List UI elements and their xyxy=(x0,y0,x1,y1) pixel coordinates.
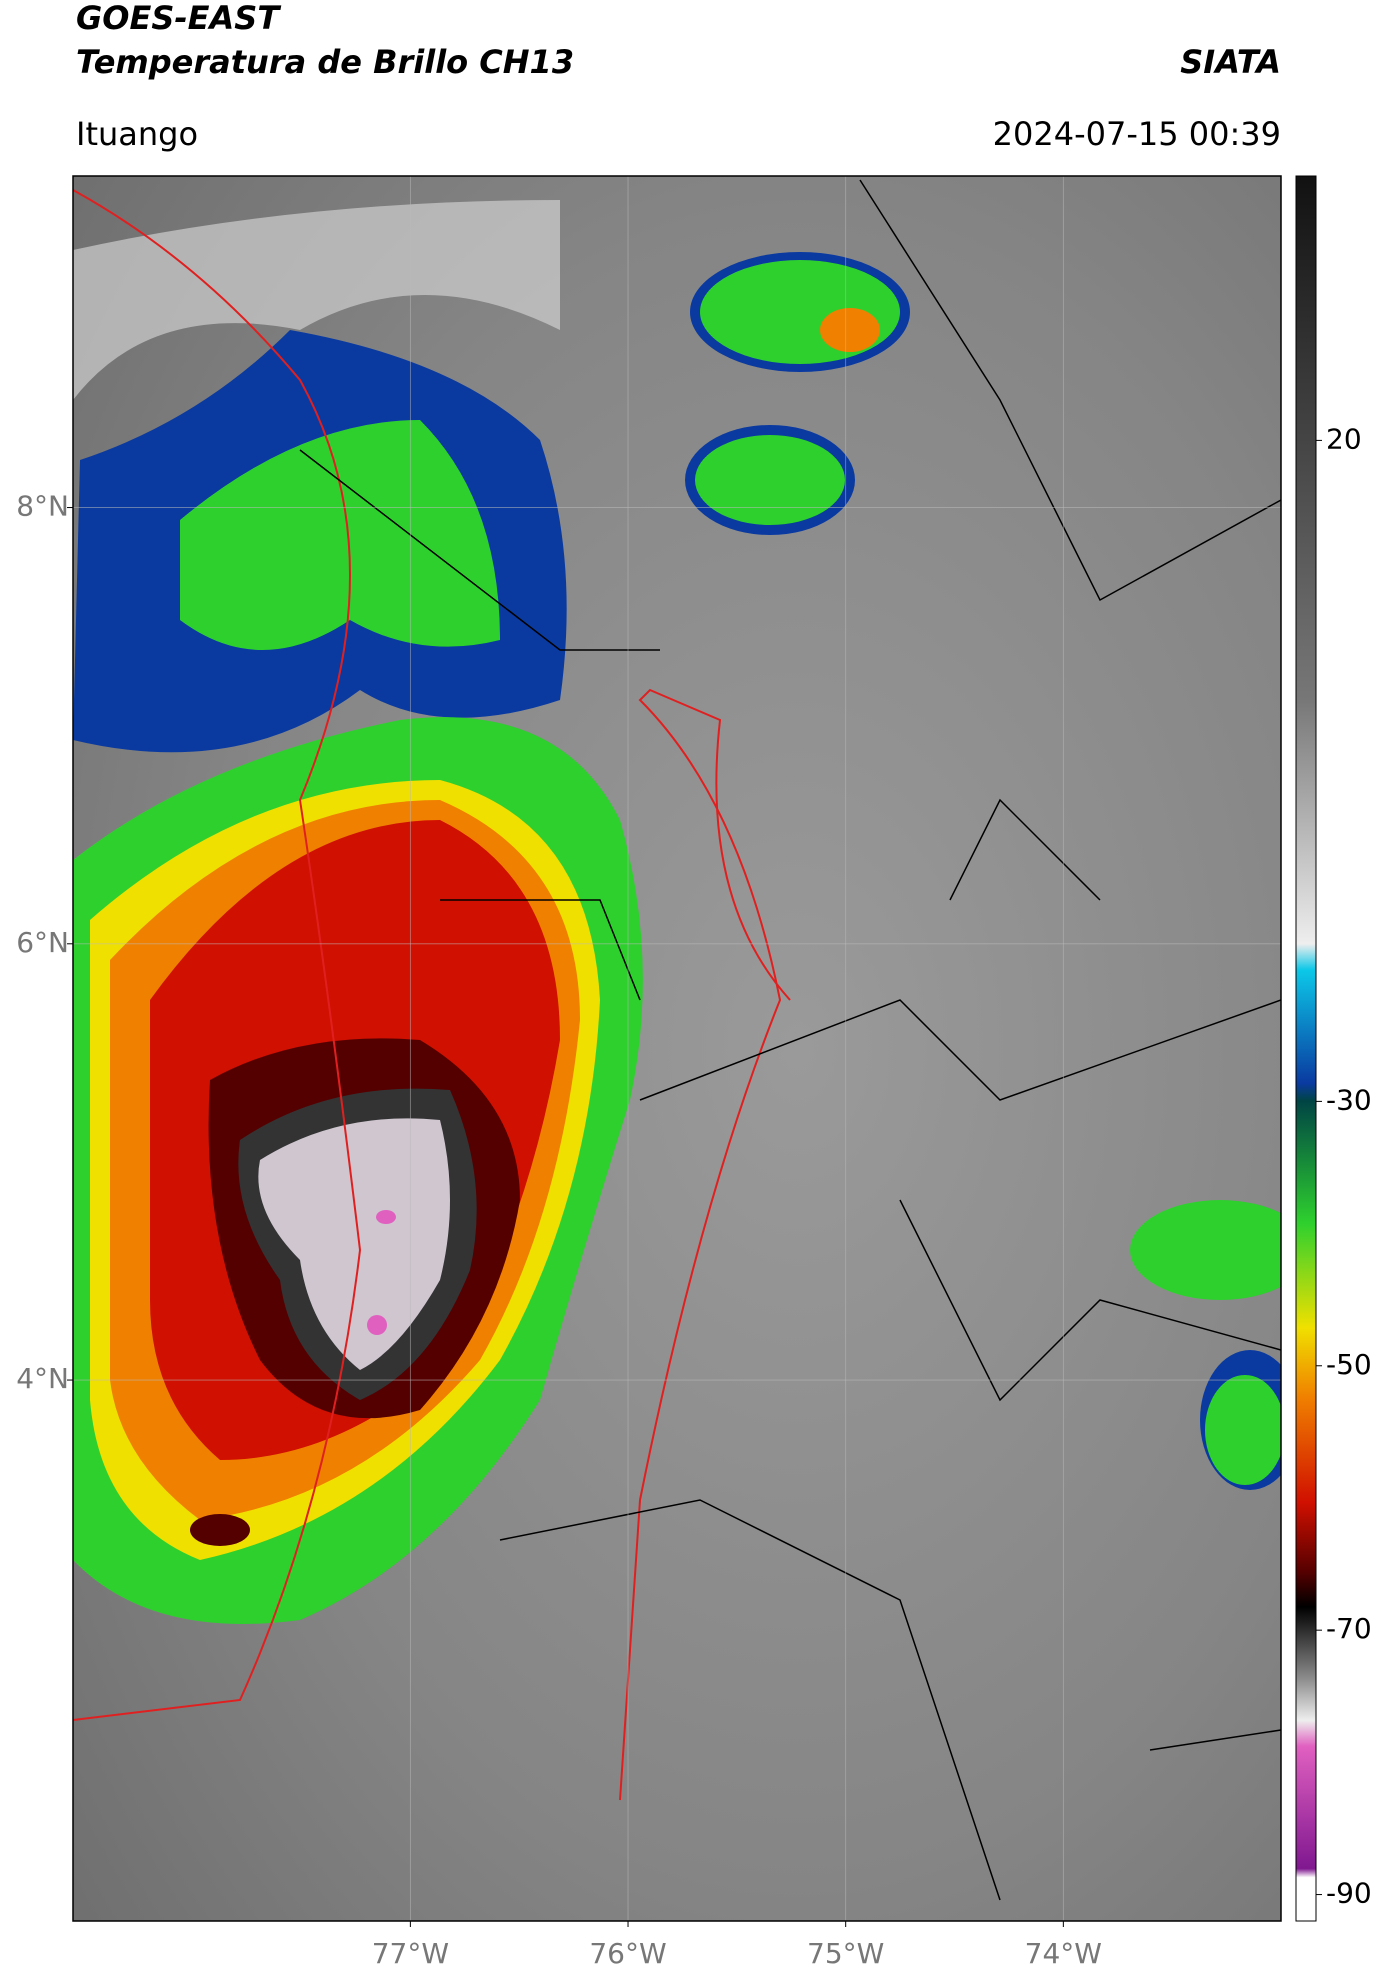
x-tick-label: 74°W xyxy=(1025,1937,1102,1970)
y-tick-label: 4°N xyxy=(16,1362,69,1395)
subtitle: Temperatura de Brillo CH13 xyxy=(76,43,574,81)
colorbar-tick-label: -70 xyxy=(1326,1612,1372,1645)
timestamp: 2024-07-15 00:39 xyxy=(993,115,1281,153)
map xyxy=(73,176,1281,1921)
storm-core xyxy=(258,1118,450,1370)
cloud xyxy=(695,435,845,525)
y-tick-label: 6°N xyxy=(16,926,69,959)
cloud xyxy=(700,260,900,364)
storm-peak xyxy=(376,1210,396,1224)
colorbar-tick-label: -50 xyxy=(1326,1348,1372,1381)
storm-cell xyxy=(190,1514,250,1546)
border xyxy=(299,179,1281,1901)
cloud xyxy=(820,308,880,352)
y-tick-label: 8°N xyxy=(16,490,69,523)
storm-peak xyxy=(367,1315,387,1335)
colorbar xyxy=(1295,175,1317,1922)
title: GOES-EAST xyxy=(76,0,281,37)
colorbar-tick-label: 20 xyxy=(1326,422,1362,455)
cloud xyxy=(180,420,500,650)
location: Ituango xyxy=(76,115,198,153)
colorbar-tick-label: -90 xyxy=(1326,1877,1372,1910)
x-tick-label: 77°W xyxy=(372,1937,449,1970)
border xyxy=(73,189,791,1801)
x-tick-label: 75°W xyxy=(807,1937,884,1970)
cloud xyxy=(1130,1200,1281,1300)
source: SIATA xyxy=(1180,43,1281,81)
cloud xyxy=(73,200,560,400)
colorbar-tick-label: -30 xyxy=(1326,1083,1372,1116)
map-frame xyxy=(72,175,1282,1922)
x-tick-label: 76°W xyxy=(589,1937,666,1970)
cloud xyxy=(1205,1375,1281,1485)
